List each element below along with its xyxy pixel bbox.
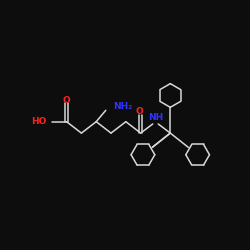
Text: O: O: [136, 107, 143, 116]
Text: NH: NH: [148, 113, 164, 122]
Text: O: O: [63, 96, 70, 104]
Text: NH₂: NH₂: [112, 102, 132, 111]
Text: HO: HO: [31, 117, 46, 126]
